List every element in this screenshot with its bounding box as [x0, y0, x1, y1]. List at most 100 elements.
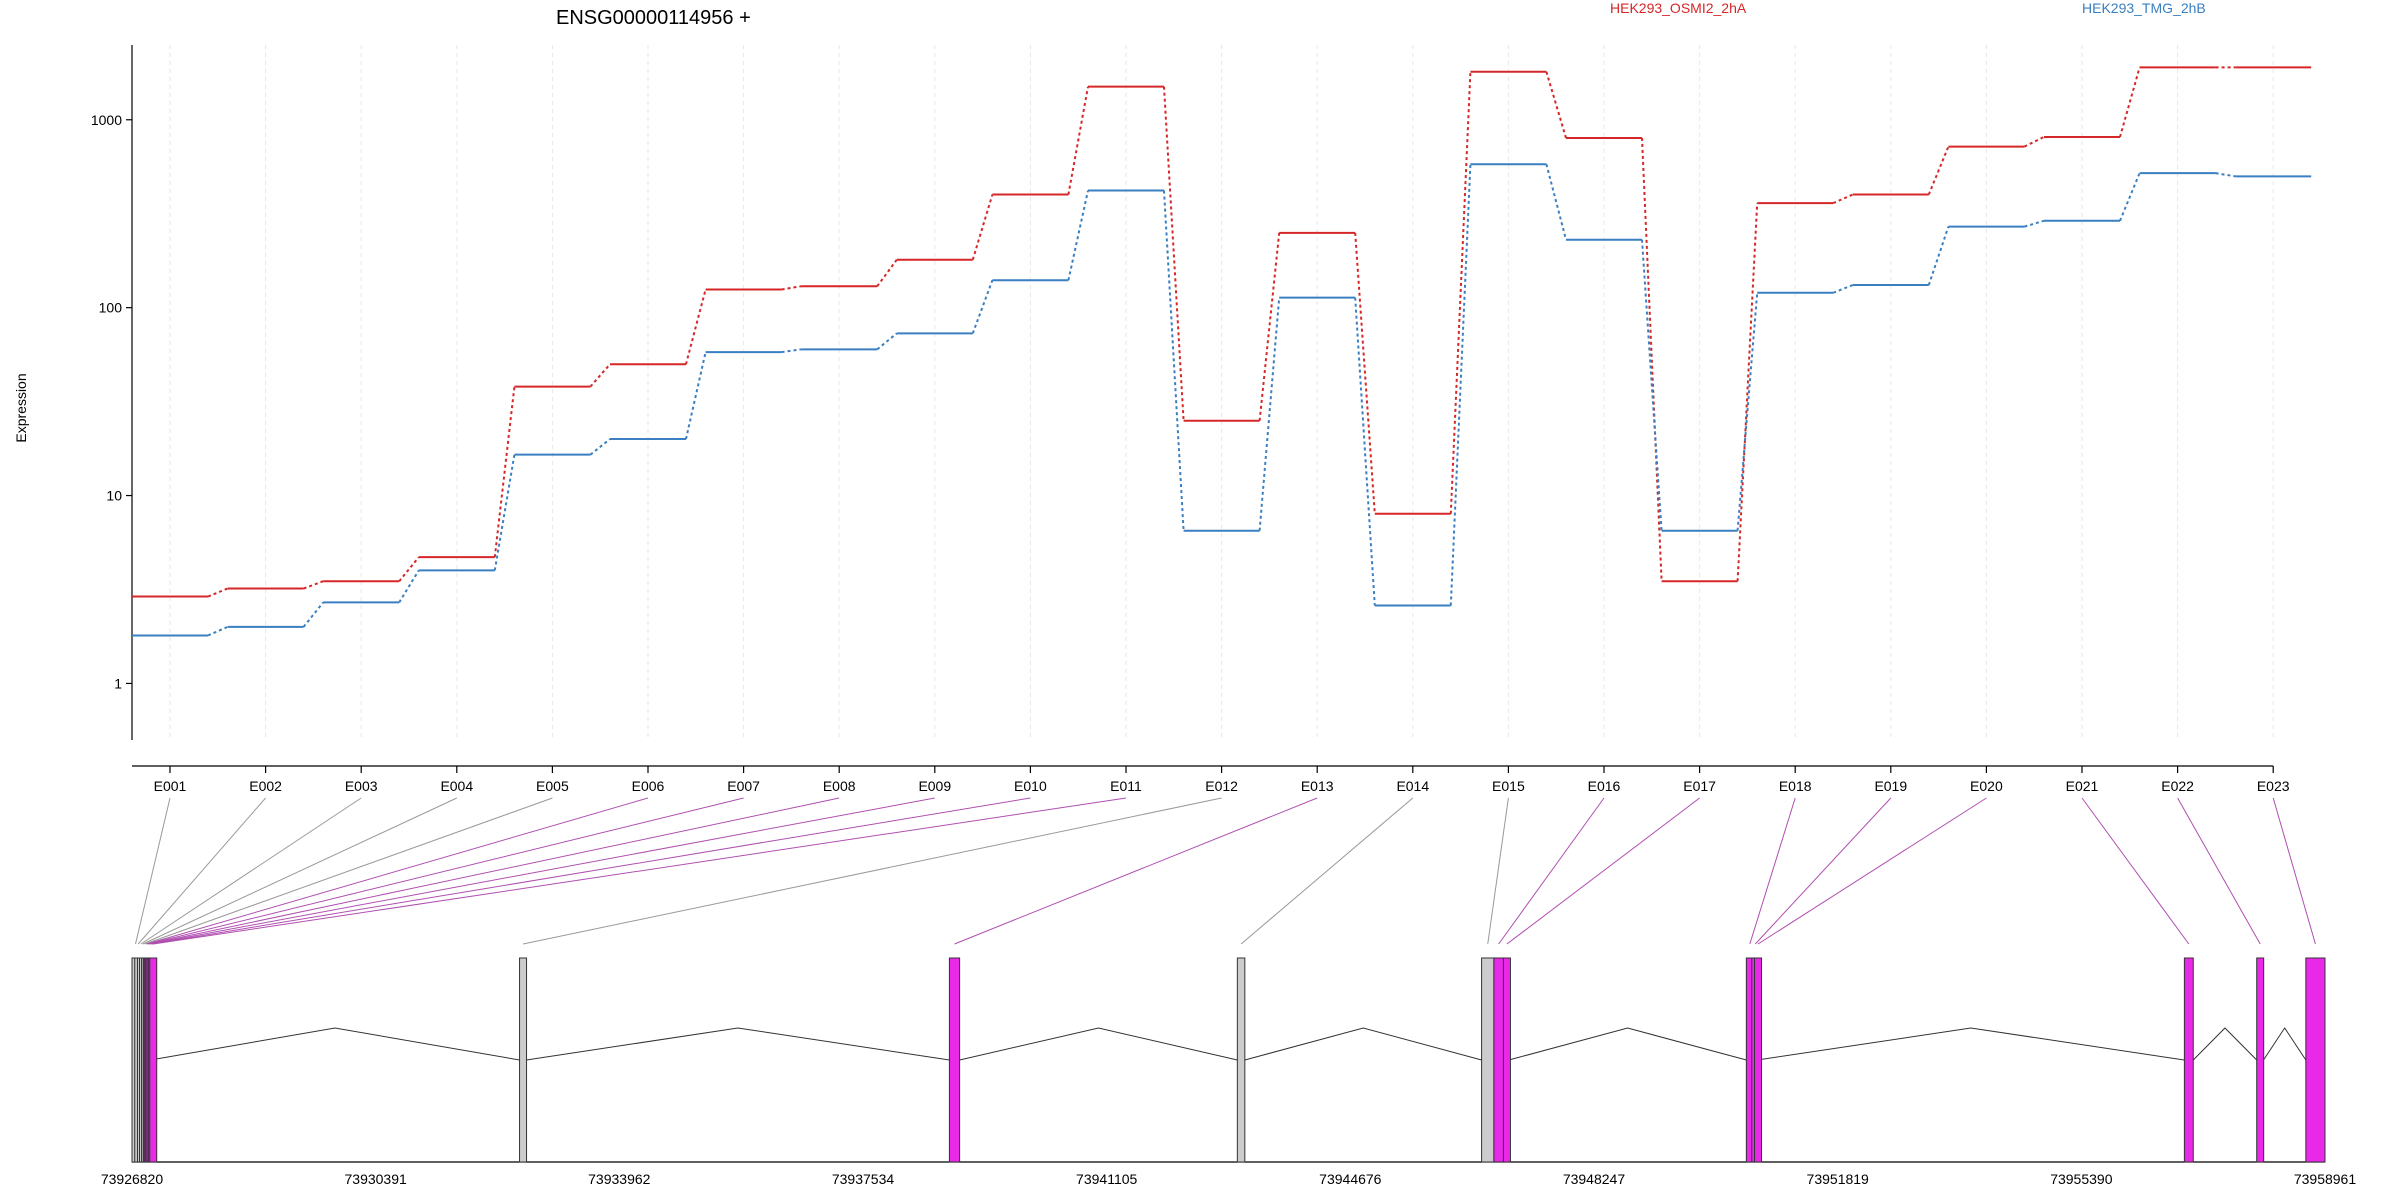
- series-0-transition: [876, 259, 898, 287]
- x-tick-label-E016: E016: [1588, 778, 1621, 794]
- series-0-transition: [781, 285, 802, 291]
- connector-E012: [522, 797, 1222, 945]
- x-tick-label-E014: E014: [1396, 778, 1429, 794]
- connector-E014: [1240, 797, 1414, 945]
- series-0-transition: [398, 556, 420, 582]
- x-tick-label-E012: E012: [1205, 778, 1238, 794]
- series-1-transition: [876, 332, 898, 351]
- x-tick-label-E023: E023: [2257, 778, 2290, 794]
- connector-E003: [140, 797, 362, 945]
- series-0-transition: [1832, 193, 1854, 205]
- intron-line: [150, 1027, 520, 1061]
- intron-line: [526, 1027, 950, 1061]
- x-tick-label-E001: E001: [154, 778, 187, 794]
- exon-E017: [1502, 957, 1511, 1163]
- series-lines: [132, 66, 2312, 637]
- connector-E023: [2272, 797, 2316, 945]
- intron-line: [959, 1027, 1238, 1061]
- genomic-tick-label: 73955390: [2050, 1171, 2113, 1187]
- genomic-tick-label: 73958961: [2294, 1171, 2357, 1187]
- exon-E012: [519, 957, 528, 1163]
- series-0-transition: [2023, 136, 2045, 148]
- x-tick-label-E008: E008: [823, 778, 856, 794]
- x-tick-label-E011: E011: [1110, 778, 1142, 794]
- series-1-transition: [1163, 190, 1185, 531]
- y-tick-label: 10: [106, 488, 122, 504]
- series-0-transition: [1927, 146, 1950, 195]
- series-1: [132, 163, 2312, 637]
- series-0-transition: [1545, 71, 1567, 139]
- x-tick-label-E005: E005: [536, 778, 569, 794]
- chart-title: ENSG00000114956 +: [556, 7, 751, 29]
- series-1-transition: [781, 348, 802, 354]
- grid-lines: [169, 45, 2274, 738]
- connector-E011: [153, 797, 1127, 945]
- series-1-transition: [1736, 292, 1759, 531]
- series-1-transition: [207, 625, 229, 637]
- genomic-tick-label: 73944676: [1319, 1171, 1382, 1187]
- series-1-transition: [971, 279, 994, 334]
- series-1-transition: [589, 438, 611, 456]
- series-0-transition: [303, 580, 324, 590]
- series-1-transition: [1832, 284, 1854, 294]
- series-1-transition: [2119, 172, 2141, 222]
- connector-E020: [1757, 797, 1987, 945]
- connector-E013: [954, 797, 1318, 945]
- legend-entry-series-0: HEK293_OSMI2_2hA: [1610, 0, 1747, 16]
- connector-E015: [1487, 797, 1509, 945]
- x-tick-label-E019: E019: [1874, 778, 1907, 794]
- connector-E016: [1498, 797, 1605, 945]
- connector-E019: [1754, 797, 1892, 945]
- genomic-tick-label: 73926820: [101, 1171, 164, 1187]
- x-tick-label-E015: E015: [1492, 778, 1525, 794]
- intron-line: [2263, 1027, 2307, 1061]
- genomic-tick-label: 73948247: [1563, 1171, 1626, 1187]
- connector-E004: [142, 797, 458, 945]
- intron-line: [1244, 1027, 1482, 1061]
- x-tick-label-E021: E021: [2066, 778, 2099, 794]
- exon-E020: [1754, 957, 1763, 1163]
- series-0-transition: [207, 587, 228, 598]
- connector-E008: [149, 797, 840, 945]
- series-1-transition: [1449, 164, 1472, 606]
- series-0-transition: [685, 289, 707, 365]
- series-0-transition: [1163, 86, 1185, 421]
- genomic-tick-label: 73951819: [1807, 1171, 1870, 1187]
- connector-E017: [1506, 797, 1700, 945]
- x-tick-label-E006: E006: [632, 778, 665, 794]
- connector-E006: [146, 797, 649, 945]
- exon-E023: [2305, 957, 2326, 1163]
- series-0-transition: [493, 386, 516, 558]
- connector-E018: [1749, 797, 1796, 945]
- y-tick-label: 100: [99, 300, 123, 316]
- y-tick-label: 1: [114, 675, 122, 691]
- exon-E014: [1236, 957, 1246, 1163]
- y-axis-label: Expression: [13, 373, 29, 442]
- series-0-transition: [1258, 232, 1281, 421]
- legend-entry-series-1: HEK293_TMG_2hB: [2082, 0, 2206, 16]
- exon-E022: [2256, 957, 2265, 1163]
- x-tick-label-E009: E009: [918, 778, 951, 794]
- y-tick-label: 1000: [91, 112, 122, 128]
- series-0-transition: [1449, 71, 1472, 514]
- genomic-tick-label: 73941105: [1076, 1171, 1137, 1187]
- exon-E016: [1493, 957, 1504, 1163]
- series-0-transition: [589, 363, 611, 388]
- series-1-transition: [1258, 297, 1281, 531]
- connector-E005: [144, 797, 553, 945]
- series-0-transition: [1067, 86, 1089, 195]
- series-1-transition: [398, 569, 420, 603]
- series-1-transition: [1641, 239, 1663, 531]
- series-1-transition: [1354, 297, 1376, 606]
- axes: 1 10 100 1000 E001 E002 E003 E004 E005 E006 E007 E0…: [91, 45, 2290, 794]
- series-0-transition: [2119, 67, 2141, 138]
- x-tick-label-E017: E017: [1683, 778, 1716, 794]
- exon-E011: [149, 957, 158, 1163]
- exon-E013: [948, 957, 961, 1163]
- genomic-tick-label: 73937534: [832, 1171, 895, 1187]
- series-0-transition: [1354, 232, 1376, 514]
- connector-E010: [151, 797, 1031, 945]
- x-tick-label-E010: E010: [1014, 778, 1047, 794]
- connector-E007: [147, 797, 744, 945]
